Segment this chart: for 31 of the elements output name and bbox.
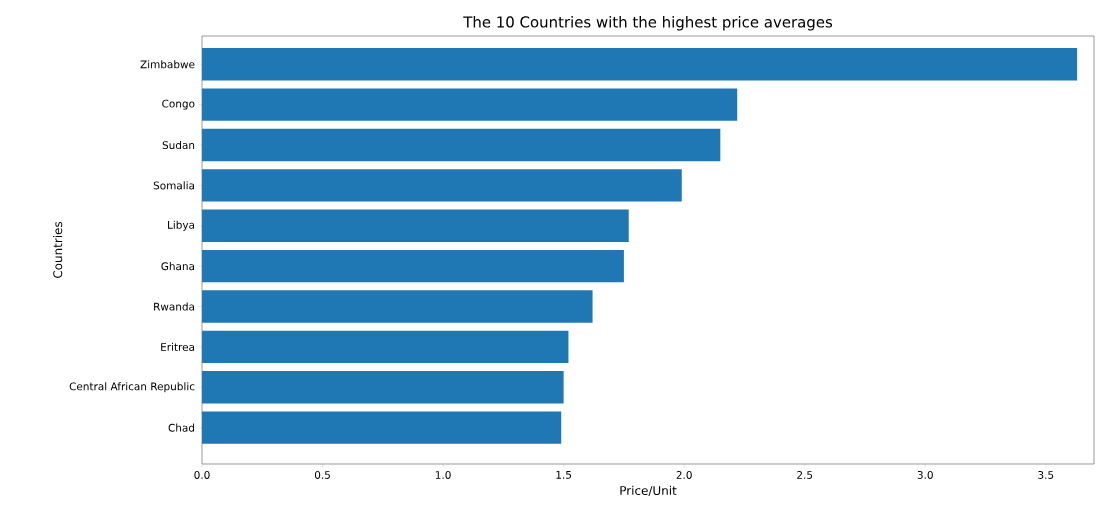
x-tick-label: 3.0 — [917, 471, 933, 479]
bar — [202, 290, 593, 323]
x-tick-label: 2.0 — [676, 471, 692, 479]
y-tick-label: Congo — [162, 99, 195, 110]
y-axis-title: Countries — [52, 221, 63, 278]
bar — [202, 88, 738, 121]
bar — [202, 48, 1078, 81]
x-tick-label: 3.5 — [1038, 471, 1054, 479]
x-tick-label: 2.5 — [797, 471, 813, 479]
bar — [202, 209, 629, 242]
y-tick-label: Zimbabwe — [140, 60, 195, 69]
bar — [202, 411, 562, 444]
y-tick-label: Chad — [168, 423, 195, 432]
bar — [202, 169, 682, 202]
x-axis-title: Price/Unit — [620, 485, 677, 496]
y-tick-label: Ghana — [161, 262, 195, 271]
y-tick-label: Somalia — [153, 181, 195, 190]
y-tick-label: Eritrea — [161, 342, 195, 351]
y-tick-label: Central African Republic — [69, 382, 195, 393]
chart-title: The 10 Countries with the highest price averages — [463, 16, 833, 31]
y-tick-label: Rwanda — [154, 302, 195, 311]
x-tick-label: 1.5 — [556, 471, 572, 479]
x-tick-label: 0.0 — [194, 471, 210, 479]
bar — [202, 249, 624, 283]
bar — [202, 128, 721, 162]
y-tick-label: Sudan — [162, 140, 195, 150]
x-tick-label: 0.5 — [314, 471, 330, 479]
bar — [202, 371, 564, 404]
bar — [202, 330, 569, 364]
y-tick-label: Libya — [168, 220, 195, 231]
x-tick-label: 1.0 — [435, 471, 451, 479]
